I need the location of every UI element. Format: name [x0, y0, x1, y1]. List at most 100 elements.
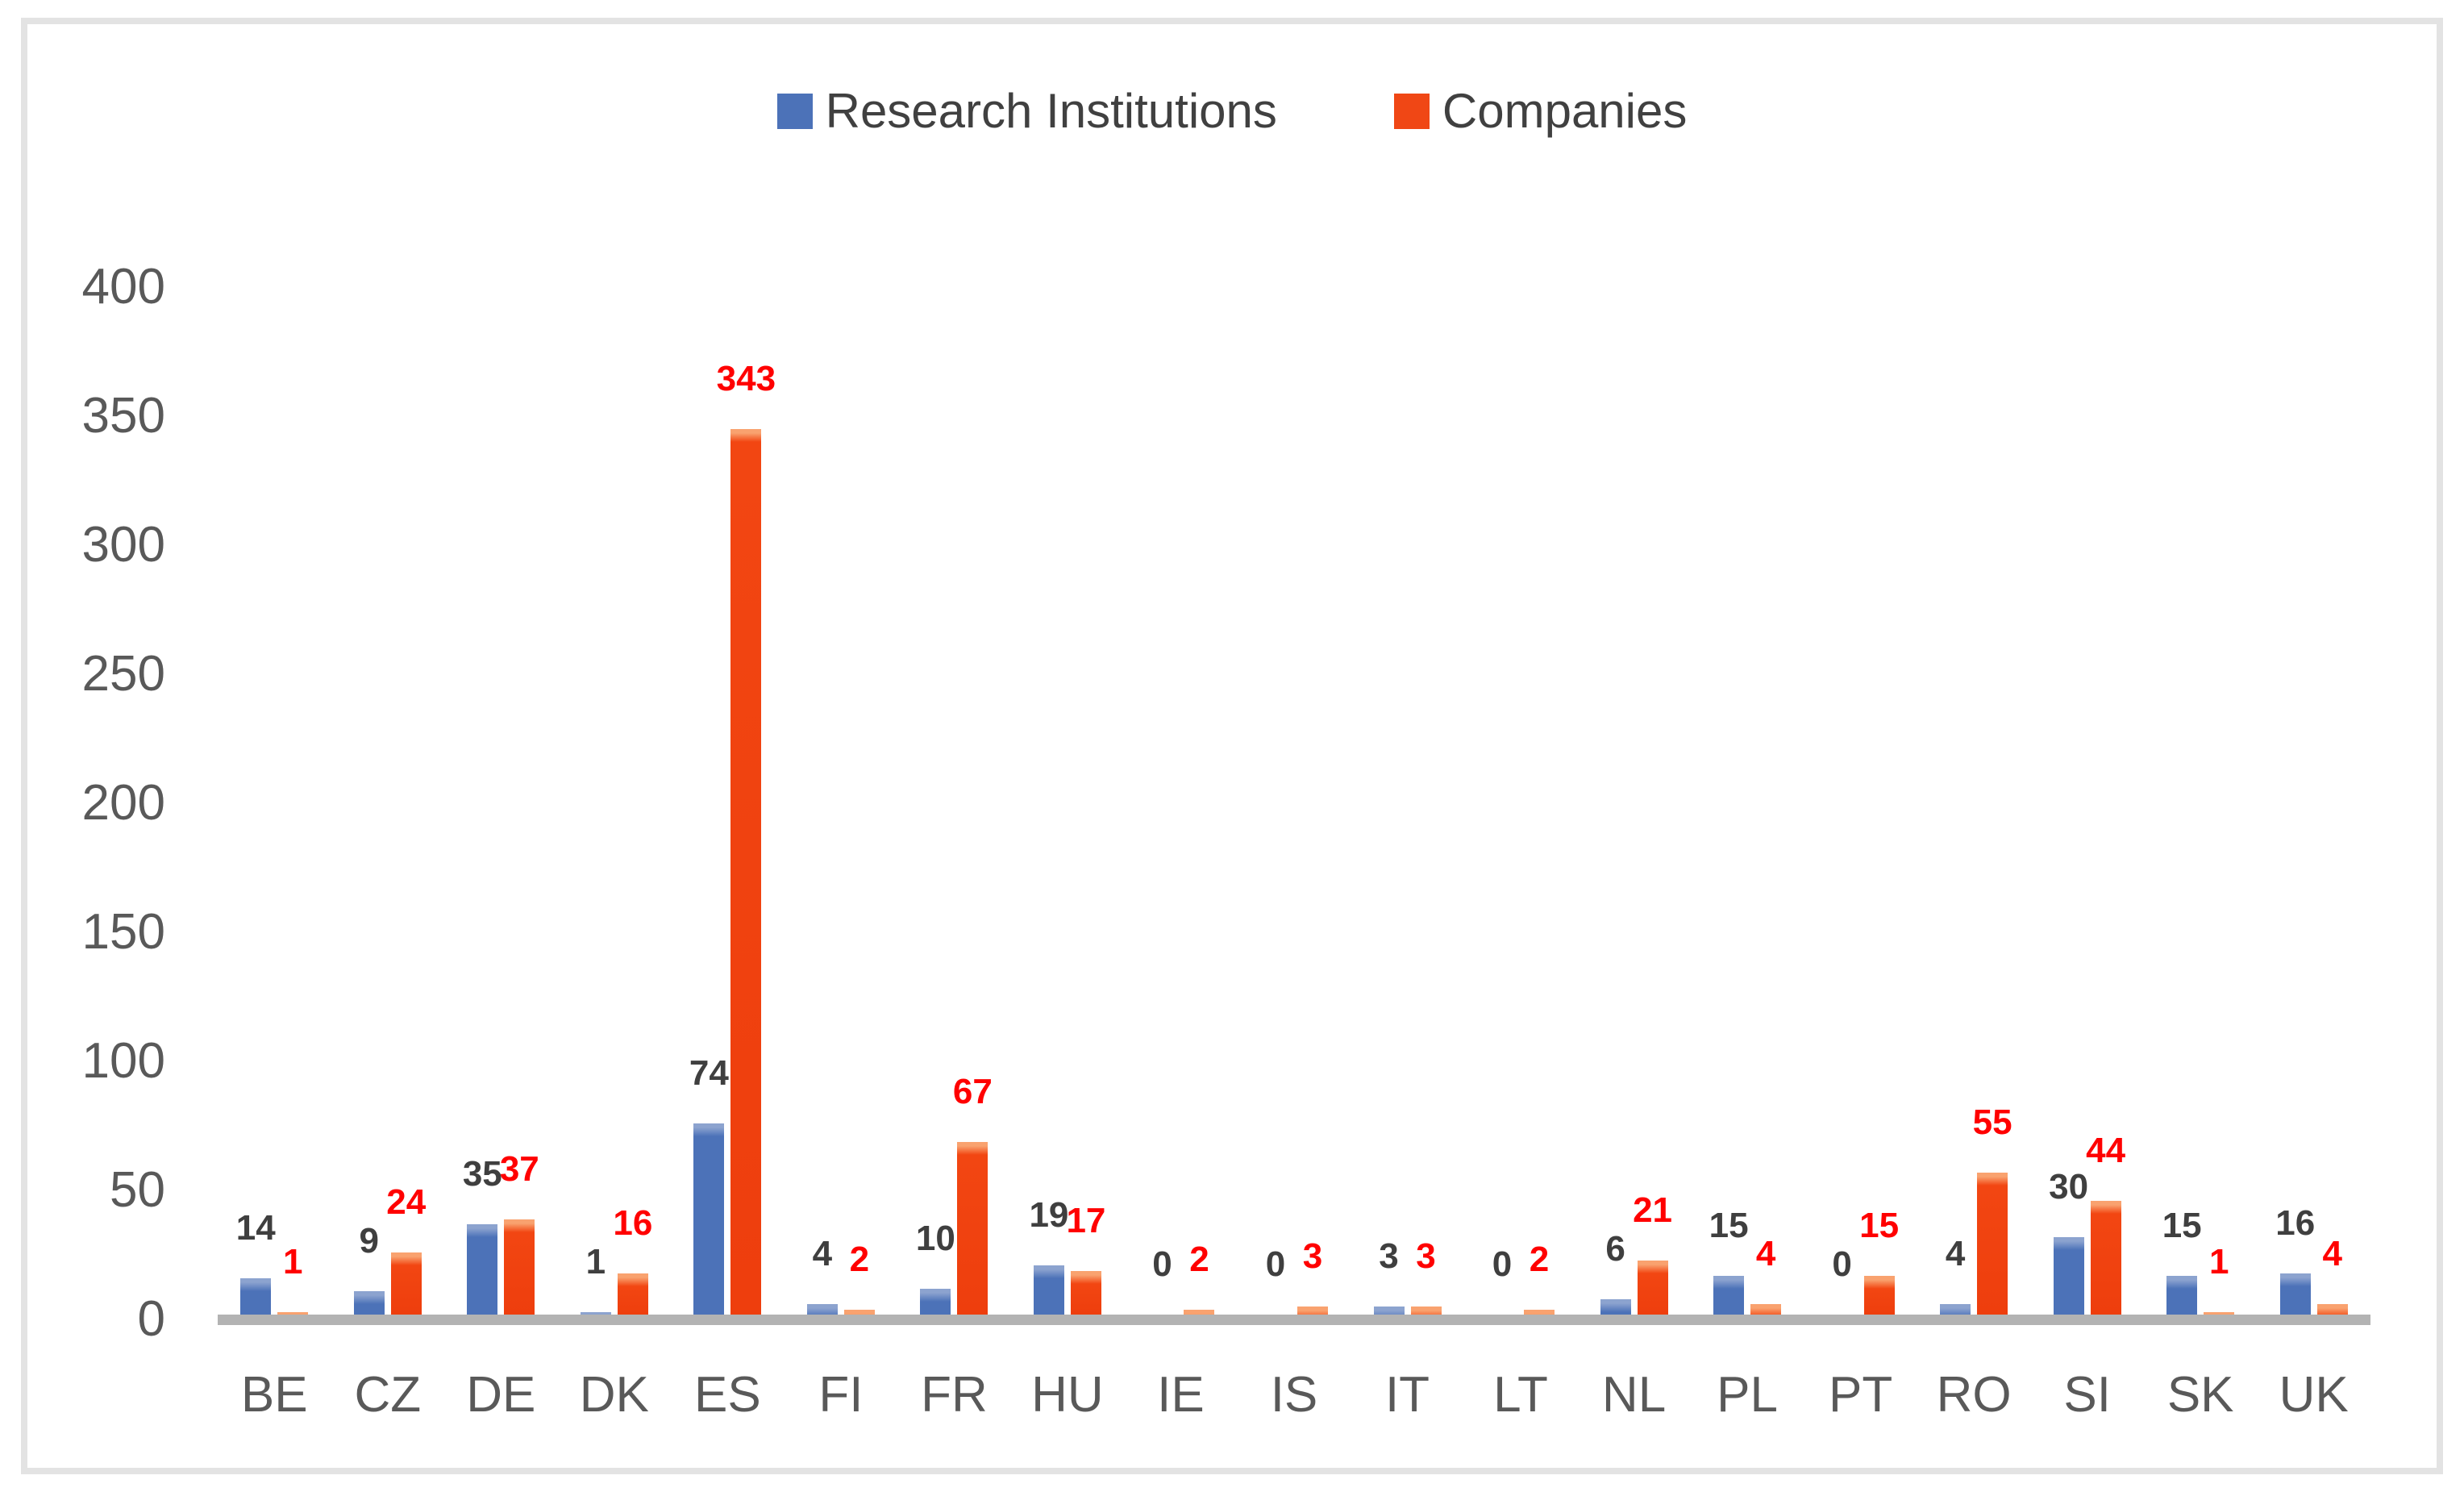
bar-research-institutions-FI	[806, 1304, 838, 1315]
category-PT: 0 15 PT	[1804, 282, 1917, 1423]
bar-companies-PT	[1863, 1276, 1895, 1315]
data-label-research-institutions-UK: 16	[2275, 1202, 2316, 1243]
bar-research-institutions-ES	[693, 1123, 725, 1315]
x-axis-label-IS: IS	[1270, 1367, 1318, 1423]
data-label-companies-IE: 2	[1189, 1239, 1209, 1279]
category-CZ: 9 24 CZ	[331, 282, 445, 1423]
x-axis-label-NL: NL	[1601, 1367, 1667, 1423]
legend-swatch-companies-icon	[1393, 94, 1430, 129]
data-label-companies-FI: 2	[849, 1239, 870, 1279]
x-axis-label-FR: FR	[921, 1367, 988, 1423]
bar-research-institutions-CZ	[353, 1291, 385, 1315]
bar-companies-FR	[957, 1141, 989, 1315]
category-FR: 10 67 FR	[897, 282, 1011, 1423]
bar-companies-CZ	[390, 1252, 422, 1315]
bar-research-institutions-PL	[1713, 1276, 1745, 1315]
legend-item-research-institutions: Research Institutions	[776, 84, 1277, 138]
x-axis-line	[218, 1315, 2370, 1325]
category-BE: 14 1 BE	[218, 282, 331, 1423]
data-label-research-institutions-DE: 35	[462, 1154, 502, 1194]
y-tick-label-350: 350	[81, 388, 165, 444]
data-label-companies-ES: 343	[716, 359, 776, 399]
y-tick-label-150: 150	[81, 904, 165, 960]
data-label-research-institutions-PT: 0	[1832, 1244, 1852, 1284]
data-label-research-institutions-HU: 19	[1029, 1195, 1069, 1236]
data-label-companies-BE: 1	[283, 1241, 303, 1282]
data-label-companies-DK: 16	[613, 1202, 653, 1243]
data-label-research-institutions-IT: 3	[1379, 1236, 1399, 1277]
x-axis-label-DE: DE	[466, 1367, 536, 1423]
bar-companies-SI	[2090, 1201, 2121, 1315]
bar-research-institutions-RO	[1940, 1304, 1971, 1315]
data-label-companies-NL: 21	[1633, 1190, 1673, 1230]
category-IE: 0 2 IE	[1124, 282, 1238, 1423]
data-label-companies-PT: 15	[1859, 1206, 1900, 1245]
bar-companies-ES	[730, 429, 762, 1315]
data-label-companies-PL: 4	[1755, 1234, 1776, 1274]
bar-companies-UK	[2316, 1304, 2348, 1315]
category-ES: 74 343 ES	[671, 282, 785, 1423]
data-label-research-institutions-SK: 15	[2162, 1206, 2202, 1245]
bar-companies-FI	[843, 1309, 875, 1315]
x-axis-label-CZ: CZ	[354, 1367, 422, 1423]
bar-companies-IS	[1297, 1307, 1328, 1315]
x-axis-label-HU: HU	[1031, 1367, 1104, 1423]
x-axis-label-IE: IE	[1157, 1367, 1205, 1423]
data-label-research-institutions-PL: 15	[1709, 1206, 1749, 1245]
data-label-companies-DE: 37	[499, 1148, 539, 1189]
x-axis-label-PL: PL	[1717, 1367, 1778, 1423]
bar-research-institutions-UK	[2279, 1273, 2311, 1315]
data-label-research-institutions-SI: 30	[2049, 1167, 2089, 1207]
data-label-companies-UK: 4	[2322, 1234, 2342, 1274]
legend-label: Research Institutions	[825, 84, 1277, 138]
data-label-research-institutions-BE: 14	[235, 1208, 276, 1248]
y-tick-label-100: 100	[81, 1033, 165, 1089]
data-label-companies-HU: 17	[1066, 1200, 1106, 1240]
bar-research-institutions-HU	[1033, 1265, 1064, 1315]
x-axis-label-FI: FI	[818, 1367, 864, 1423]
y-tick-label-400: 400	[81, 259, 165, 315]
category-DE: 35 37 DE	[444, 282, 558, 1423]
data-label-companies-IT: 3	[1416, 1236, 1436, 1277]
x-axis-label-IT: IT	[1384, 1367, 1430, 1423]
category-IT: 3 3 IT	[1351, 282, 1464, 1423]
chart-border	[21, 18, 2443, 1474]
y-tick-label-250: 250	[81, 646, 165, 702]
bar-companies-DK	[617, 1273, 648, 1315]
legend-label: Companies	[1442, 84, 1688, 138]
category-DK: 1 16 DK	[558, 282, 672, 1423]
bar-companies-DE	[504, 1219, 535, 1315]
category-FI: 4 2 FI	[785, 282, 898, 1423]
category-IS: 0 3 IS	[1238, 282, 1351, 1423]
x-axis-label-ES: ES	[693, 1367, 761, 1423]
data-label-research-institutions-DK: 1	[585, 1241, 606, 1282]
legend-item-companies: Companies	[1393, 84, 1688, 138]
data-label-research-institutions-IS: 0	[1265, 1244, 1286, 1284]
x-axis-label-BE: BE	[240, 1367, 308, 1423]
data-label-research-institutions-LT: 0	[1492, 1244, 1513, 1284]
category-UK: 16 4 UK	[2257, 282, 2370, 1423]
data-label-companies-SK: 1	[2208, 1241, 2229, 1282]
bar-research-institutions-IT	[1373, 1307, 1405, 1315]
x-axis-label-SI: SI	[2063, 1367, 2111, 1423]
y-tick-label-300: 300	[81, 517, 165, 573]
data-label-research-institutions-CZ: 9	[359, 1221, 380, 1261]
category-SK: 15 1 SK	[2144, 282, 2258, 1423]
data-label-research-institutions-RO: 4	[1945, 1234, 1966, 1274]
bar-research-institutions-DE	[467, 1224, 498, 1315]
bar-companies-RO	[1977, 1173, 2008, 1315]
y-tick-label-50: 50	[110, 1162, 165, 1218]
x-axis-label-SK: SK	[2166, 1367, 2234, 1423]
bar-companies-IT	[1410, 1307, 1442, 1315]
bar-research-institutions-BE	[240, 1278, 272, 1315]
bar-companies-IE	[1184, 1309, 1215, 1315]
bar-companies-SK	[2204, 1311, 2235, 1315]
data-label-companies-CZ: 24	[386, 1182, 427, 1223]
category-LT: 0 2 LT	[1464, 282, 1578, 1423]
data-label-companies-FR: 67	[952, 1071, 993, 1111]
legend: Research Institutions Companies	[0, 87, 2464, 135]
bar-research-institutions-NL	[1600, 1298, 1631, 1315]
x-axis-label-PT: PT	[1828, 1367, 1893, 1423]
legend-swatch-research-institutions-icon	[776, 94, 813, 129]
